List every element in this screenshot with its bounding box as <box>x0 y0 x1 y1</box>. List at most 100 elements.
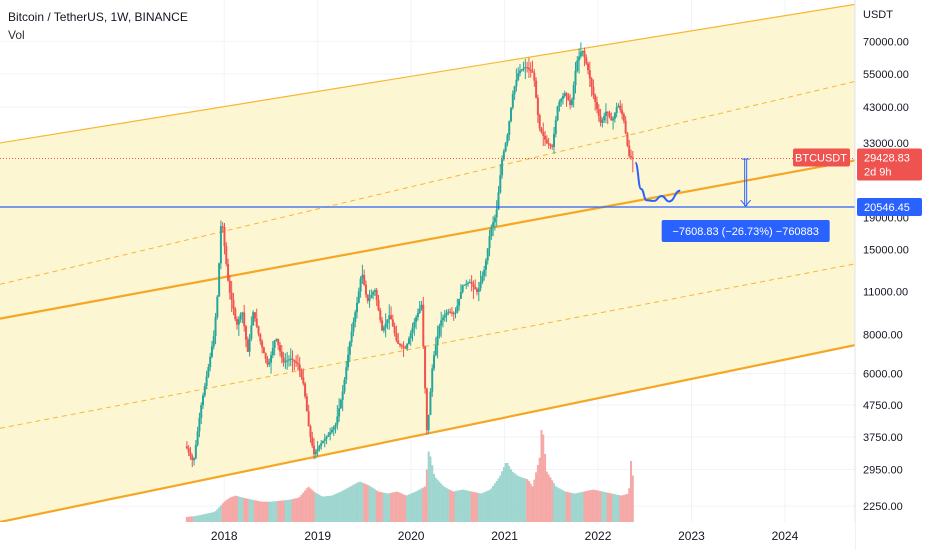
candle-body <box>266 358 269 365</box>
candle-body <box>336 416 339 425</box>
volume-bar <box>393 492 396 522</box>
volume-bar <box>493 483 496 522</box>
candle-body <box>622 114 625 121</box>
volume-bar <box>583 491 586 522</box>
candle-body <box>619 105 622 110</box>
volume-bar <box>622 494 625 522</box>
candle-body <box>475 289 478 292</box>
candle-body <box>264 353 267 359</box>
volume-bar <box>295 498 298 522</box>
volume-bar <box>450 490 453 522</box>
candle-body <box>499 175 502 193</box>
volume-bar <box>445 487 448 522</box>
volume-bar <box>447 488 450 522</box>
volume-bar <box>608 493 611 522</box>
volume-bar <box>232 496 235 522</box>
candle-body <box>321 440 324 443</box>
candle-body <box>433 355 436 369</box>
volume-bar <box>567 492 570 522</box>
candle-body <box>347 354 350 368</box>
candle-body <box>348 342 351 355</box>
volume-bar <box>472 491 475 522</box>
x-tick-label: 2019 <box>304 529 331 543</box>
candle-body <box>185 446 188 449</box>
candle-body <box>309 426 312 438</box>
x-tick-label: 2021 <box>491 529 518 543</box>
volume-bar <box>438 481 441 522</box>
volume-bar <box>588 490 591 522</box>
candle-body <box>468 282 471 284</box>
candle-body <box>391 319 394 327</box>
volume-bar <box>422 487 425 522</box>
candle-body <box>526 67 529 69</box>
y-tick-label: 3750.00 <box>863 432 903 444</box>
volume-bar <box>268 501 271 522</box>
candle-body <box>587 63 590 71</box>
candle-body <box>547 143 550 145</box>
candle-body <box>628 145 631 157</box>
volume-bar <box>545 471 548 522</box>
volume-bar <box>536 465 539 522</box>
candle-body <box>307 411 310 427</box>
candle-body <box>363 274 366 285</box>
current-price-tag <box>857 148 922 181</box>
volume-bar <box>189 516 192 522</box>
volume-bar <box>390 492 393 522</box>
candle-body <box>515 79 518 87</box>
volume-bar <box>384 493 387 522</box>
volume-bar <box>334 493 337 522</box>
volume-bar <box>597 490 600 522</box>
candle-body <box>259 333 262 342</box>
candle-body <box>300 370 303 378</box>
volume-bar <box>599 491 602 522</box>
candle-body <box>481 275 484 283</box>
candle-body <box>599 115 602 123</box>
volume-bar <box>366 484 369 522</box>
candle-body <box>615 107 618 114</box>
candle-body <box>504 143 507 152</box>
volume-bar <box>502 467 505 522</box>
candle-body <box>330 429 333 433</box>
candle-body <box>273 340 276 348</box>
candle-body <box>617 105 620 108</box>
volume-bar <box>241 497 244 522</box>
volume-bar <box>474 492 477 522</box>
volume-bar <box>449 489 452 522</box>
volume-bar <box>214 511 217 522</box>
candle-body <box>372 291 375 295</box>
candle-body <box>569 100 572 105</box>
candle-body <box>585 57 588 64</box>
volume-bar <box>252 499 255 522</box>
candle-body <box>277 338 280 346</box>
volume-bar <box>386 493 389 522</box>
volume-bar <box>416 490 419 522</box>
volume-bar <box>484 491 487 522</box>
candle-body <box>368 297 371 301</box>
volume-bar <box>441 485 444 522</box>
volume-bar <box>338 492 341 522</box>
candle-body <box>341 391 344 400</box>
volume-bar <box>542 434 545 522</box>
candle-body <box>248 338 251 352</box>
candle-body <box>416 312 419 318</box>
volume-bar <box>407 494 410 522</box>
candle-body <box>262 347 265 354</box>
volume-bar <box>330 495 333 522</box>
candle-body <box>459 292 462 299</box>
volume-bar <box>463 489 466 522</box>
volume-bar <box>604 492 607 522</box>
candle-body <box>540 128 543 133</box>
candle-body <box>379 310 382 321</box>
volume-bar <box>382 492 385 522</box>
volume-bar <box>612 493 615 522</box>
volume-bar <box>234 495 237 522</box>
candle-body <box>452 312 455 314</box>
volume-bar <box>305 488 308 522</box>
candle-body <box>630 156 633 158</box>
candle-body <box>334 424 337 428</box>
candle-body <box>409 332 412 339</box>
candle-body <box>493 217 496 223</box>
volume-bar <box>264 501 267 522</box>
candle-body <box>522 68 525 70</box>
